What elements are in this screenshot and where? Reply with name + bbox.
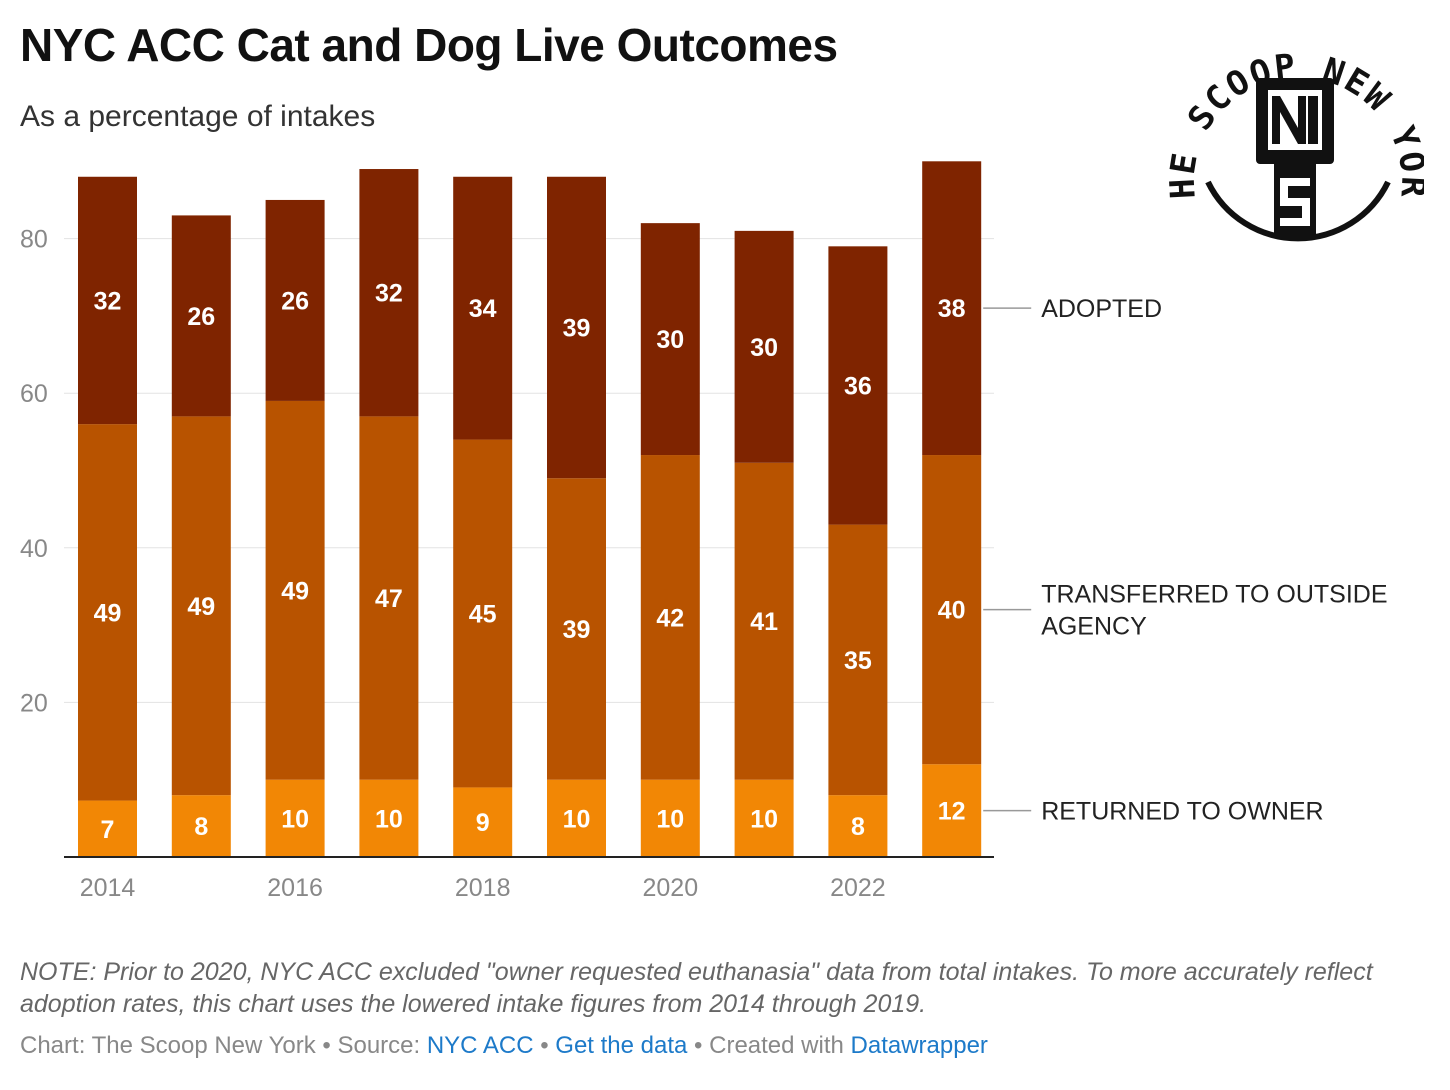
bar-segment — [453, 176, 513, 440]
x-tick-label: 2022 — [830, 874, 886, 902]
bar-segment — [265, 400, 325, 780]
y-tick-label: 80 — [20, 226, 48, 254]
data-label: 45 — [469, 601, 497, 629]
chart-title: NYC ACC Cat and Dog Live Outcomes — [20, 19, 838, 71]
scoop-ny-logo-icon: THE SCOOP NEW YORK — [1168, 12, 1424, 242]
chart-subtitle: As a percentage of intakes — [20, 100, 376, 133]
data-label: 42 — [656, 604, 684, 632]
bar-segment — [453, 439, 513, 788]
data-label: 10 — [656, 805, 684, 833]
bar-segment — [359, 169, 419, 417]
data-label: 10 — [375, 805, 403, 833]
bar-segment — [734, 462, 794, 780]
x-tick-label: 2020 — [642, 874, 698, 902]
data-label: 26 — [281, 287, 309, 315]
bar-segment — [359, 416, 419, 780]
x-tick-label: 2014 — [80, 874, 136, 902]
chart-footer: Chart: The Scoop New York • Source: NYC … — [20, 1032, 988, 1060]
data-label: 36 — [844, 372, 872, 400]
get-data-link[interactable]: Get the data — [555, 1032, 688, 1059]
bar-segment — [78, 800, 137, 857]
bar-segment — [78, 176, 137, 425]
data-label: 30 — [750, 334, 778, 362]
data-label: 26 — [187, 303, 215, 331]
data-label: 49 — [281, 577, 309, 605]
bar-segment — [265, 199, 325, 401]
bar-segment — [922, 455, 982, 765]
bar-segment — [922, 161, 982, 456]
datawrapper-link[interactable]: Datawrapper — [850, 1032, 988, 1059]
bar-segment — [828, 246, 888, 525]
legend-label: TRANSFERRED TO OUTSIDE AGENCY — [1041, 581, 1387, 641]
data-label: 10 — [563, 805, 591, 833]
data-label: 49 — [187, 593, 215, 621]
data-label: 41 — [750, 608, 778, 636]
data-label: 30 — [656, 326, 684, 354]
footer-separator: • — [533, 1032, 556, 1059]
data-label: 12 — [938, 798, 966, 826]
stacked-bar-chart: 20 40 60 80 7 49 32 8 49 26 10 49 26 10 47 32 9 45 34 10 39 3… — [20, 161, 1388, 902]
bar-segment — [547, 478, 606, 780]
bar-segment — [78, 424, 137, 801]
bar-segment — [828, 795, 888, 857]
bar-segment — [171, 795, 231, 857]
data-label: 7 — [101, 816, 115, 844]
data-label: 35 — [844, 647, 872, 675]
data-label: 10 — [281, 805, 309, 833]
data-label: 9 — [476, 809, 490, 837]
x-tick-label: 2018 — [455, 874, 511, 902]
source-link[interactable]: NYC ACC — [426, 1032, 534, 1059]
bar-segment — [171, 416, 231, 796]
data-label: 32 — [94, 287, 122, 315]
bar-segment — [640, 455, 700, 780]
data-label: 8 — [194, 813, 208, 841]
bar-segment — [453, 787, 513, 857]
y-tick-label: 60 — [20, 380, 48, 408]
y-tick-label: 40 — [20, 535, 48, 563]
data-label: 38 — [938, 295, 966, 323]
bar-segment — [171, 215, 231, 417]
data-label: 10 — [750, 805, 778, 833]
bar-segment — [828, 524, 888, 796]
chart-note: NOTE: Prior to 2020, NYC ACC excluded "o… — [20, 958, 1373, 1018]
bar-segment — [547, 176, 606, 479]
footer-created-with: • Created with — [687, 1032, 851, 1059]
data-label: 39 — [563, 314, 591, 342]
bar-segment — [265, 779, 325, 857]
footer-credit: Chart: The Scoop New York • Source: — [20, 1032, 427, 1059]
data-label: 49 — [94, 599, 122, 627]
bar-segment — [640, 779, 700, 857]
legend-label: ADOPTED — [1041, 295, 1162, 323]
x-tick-label: 2016 — [267, 874, 323, 902]
data-label: 40 — [938, 597, 966, 625]
bar-segment — [734, 779, 794, 857]
data-label: 8 — [851, 813, 865, 841]
legend-label: RETURNED TO OWNER — [1041, 798, 1323, 826]
data-label: 39 — [563, 616, 591, 644]
data-label: 47 — [375, 585, 403, 613]
bar-segment — [734, 230, 794, 463]
y-tick-label: 20 — [20, 689, 48, 717]
bar-segment — [640, 223, 700, 456]
bar-segment — [359, 779, 419, 857]
data-label: 34 — [469, 295, 497, 323]
data-label: 32 — [375, 280, 403, 308]
bar-segment — [922, 764, 982, 857]
bar-segment — [547, 779, 606, 857]
